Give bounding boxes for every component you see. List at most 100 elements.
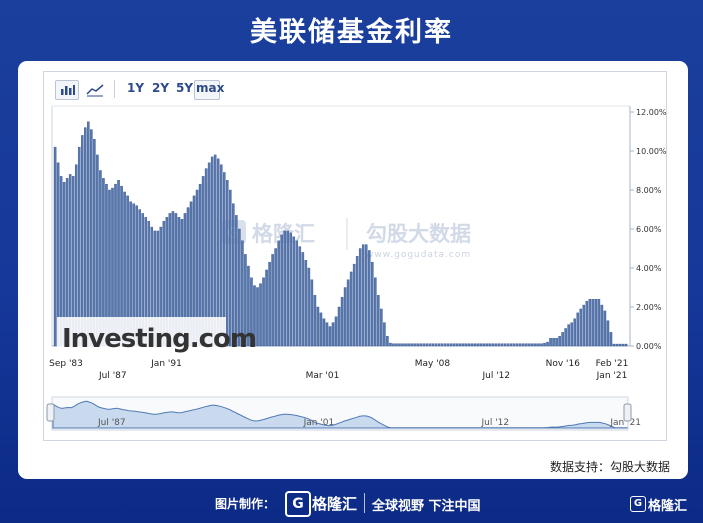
footer-logo-icon: G (285, 491, 311, 517)
bar (331, 322, 335, 347)
bar (259, 283, 262, 347)
footer-slogan: 全球视野 下注中国 (372, 499, 481, 514)
bar (573, 318, 576, 347)
bar (371, 261, 374, 347)
bar (256, 287, 259, 347)
bar (247, 265, 250, 347)
bar (416, 343, 419, 347)
bar (53, 146, 57, 347)
bar (298, 246, 302, 347)
x-tick-label-bottom: Jul '12 (481, 371, 510, 381)
bar (410, 343, 413, 347)
bar (467, 343, 471, 347)
bar (235, 215, 238, 347)
bar (304, 260, 308, 347)
bar (509, 343, 513, 347)
bars-group (53, 121, 628, 347)
bar (383, 322, 386, 347)
range-max-button-frame[interactable] (194, 80, 220, 100)
bar (401, 343, 404, 347)
range-2y-button[interactable]: 2Y (152, 81, 170, 95)
bar (238, 228, 241, 347)
bar (428, 343, 431, 347)
bar (558, 336, 561, 347)
bar (449, 343, 453, 347)
bar (407, 343, 410, 347)
bar (413, 343, 416, 347)
navigator: Jul '87 Jan '01 Jul '12 Jan '21 (46, 396, 641, 431)
bar (479, 343, 483, 347)
watermark: G 格隆汇 勾股大数据 www.gogudata.com (222, 218, 471, 260)
bar (386, 336, 389, 347)
bar (543, 342, 546, 347)
bar (328, 326, 332, 347)
y-tick-label: 0.00% (636, 342, 662, 351)
navigator-tick-label: Jul '12 (480, 418, 509, 428)
bar (497, 343, 501, 347)
navigator-tick-label: Jan '21 (609, 418, 641, 428)
investing-logo-text: Investing.com (62, 324, 256, 354)
navigator-left-handle[interactable] (46, 403, 55, 422)
bar (482, 343, 486, 347)
bar (325, 322, 329, 347)
bar (358, 248, 362, 347)
bar (422, 343, 425, 347)
bar (349, 271, 353, 347)
bar (570, 322, 573, 347)
y-tick-label: 8.00% (636, 186, 662, 195)
range-1y-button[interactable]: 1Y (127, 81, 145, 95)
bar (488, 343, 492, 347)
bar (265, 269, 268, 347)
bar (250, 277, 253, 347)
bar (567, 324, 570, 347)
bar (452, 343, 456, 347)
bar (585, 300, 589, 347)
bar (286, 230, 289, 347)
line-chart-button[interactable] (83, 80, 107, 100)
navigator-right-handle[interactable] (623, 403, 632, 422)
bar (389, 342, 392, 347)
bar (621, 343, 625, 347)
bar (268, 261, 271, 347)
navigator-tick-label: Jan '01 (303, 418, 335, 428)
x-tick-labels: Sep '83 Jan '91 May '08 Nov '16 Feb '21 Jul '… (49, 359, 628, 381)
bar-chart-button[interactable] (55, 80, 79, 100)
bar (295, 240, 299, 347)
bar (253, 285, 256, 347)
y-tick-label: 12.00% (636, 108, 667, 117)
bar (241, 240, 244, 347)
bar (80, 135, 84, 347)
bar (271, 254, 274, 347)
bar (77, 146, 81, 347)
corner-logo-icon: G (630, 496, 646, 512)
bar (549, 338, 552, 347)
bar (600, 304, 604, 347)
bar (361, 244, 365, 347)
bar (485, 343, 489, 347)
footer-made-by: 图片制作： (215, 497, 276, 511)
bar (503, 343, 507, 347)
x-tick-label-bottom: Jul '87 (98, 371, 127, 381)
range-max-button[interactable]: max (196, 81, 225, 95)
bar (313, 295, 317, 347)
bar (531, 343, 534, 347)
navigator-area (52, 400, 628, 429)
x-tick-label-top: Sep '83 (49, 359, 83, 369)
bar (609, 332, 613, 347)
bar (289, 232, 293, 347)
bar (346, 279, 350, 347)
bar (283, 230, 286, 347)
bar (419, 343, 422, 347)
bar (615, 343, 619, 347)
range-5y-button[interactable]: 5Y (176, 81, 194, 95)
bar (307, 267, 311, 347)
bar (522, 343, 525, 347)
bar (470, 343, 474, 347)
bar (244, 254, 247, 347)
y-tick-label: 10.00% (636, 147, 667, 156)
bar (404, 343, 407, 347)
bar (461, 343, 465, 347)
bar (476, 343, 480, 347)
bar (618, 343, 622, 347)
